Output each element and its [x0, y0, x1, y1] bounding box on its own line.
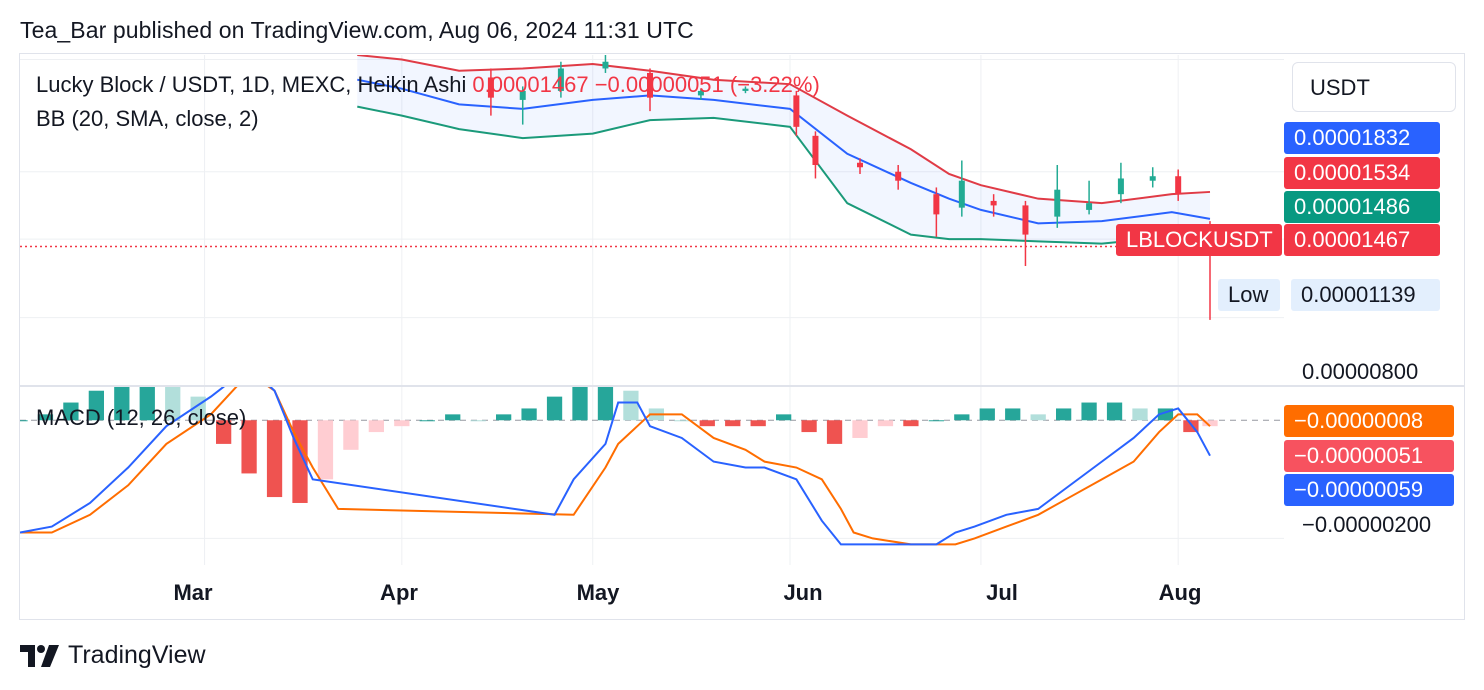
signal-line	[20, 387, 1211, 546]
macd-histogram-bar	[699, 420, 715, 427]
candle-body	[602, 61, 609, 69]
macd-histogram-bar	[88, 390, 104, 421]
macd-histogram-bar	[266, 420, 283, 498]
upper-band-price-tag: 0.00001832	[1284, 122, 1440, 154]
x-tick-apr: Apr	[380, 580, 418, 605]
candle-body	[519, 90, 526, 100]
candle-body	[487, 77, 494, 98]
macd-histogram-bar	[750, 420, 766, 427]
macd-histogram-bar	[20, 420, 28, 422]
macd-histogram-bar	[1056, 408, 1072, 421]
x-tick-may: May	[576, 580, 620, 605]
macd-histogram-bar	[37, 414, 54, 421]
macd-histogram-bar	[317, 420, 334, 480]
macd-tick-label: −0.00000200	[1302, 512, 1432, 537]
candle-body	[1117, 178, 1124, 195]
candle-body	[958, 180, 965, 208]
macd-histogram-bar	[368, 420, 384, 433]
macd-histogram-bar	[216, 420, 232, 444]
tradingview-logo-icon	[20, 644, 59, 667]
currency-selector[interactable]: USDT	[1292, 62, 1456, 112]
candle-body	[1149, 176, 1156, 181]
tradingview-logo[interactable]: TradingView	[20, 641, 206, 670]
macd-histogram-bar	[979, 408, 995, 421]
candle-body	[895, 171, 902, 181]
macd-histogram-bar	[470, 420, 486, 422]
macd-histogram-bar	[343, 420, 359, 450]
macd-histogram-bar	[292, 420, 308, 503]
macd-histogram-bar	[63, 402, 79, 421]
macd-histogram-bar	[1005, 408, 1021, 421]
macd-histogram-bar	[1030, 414, 1046, 421]
band-price-tag: 0.00001534	[1284, 157, 1440, 189]
bb-legend: BB (20, SMA, close, 2)	[36, 106, 259, 131]
macd-histogram-bar	[623, 390, 639, 421]
macd-histogram-bar	[725, 420, 741, 427]
macd-histogram-bar	[165, 387, 181, 421]
macd-histogram-bar	[114, 387, 130, 421]
macd-histogram-bar	[241, 420, 257, 474]
macd-histogram-bar	[852, 420, 868, 438]
x-tick-mar: Mar	[173, 580, 213, 605]
macd-legend: MACD (12, 26, close)	[36, 405, 247, 430]
candle-body	[1054, 189, 1061, 217]
macd-histogram-bar	[546, 396, 563, 421]
macd-histogram-bar	[1202, 420, 1218, 427]
symbol-legend-label: Lucky Block / USDT, 1D, MEXC, Heikin Ash…	[36, 72, 467, 97]
candle-body	[812, 135, 819, 165]
candle-body	[857, 162, 863, 168]
histogram-tag: −0.00000008	[1284, 405, 1454, 437]
x-tick-aug: Aug	[1158, 580, 1202, 605]
macd-line	[20, 387, 1211, 546]
bb-lower-line	[357, 105, 1211, 245]
symbol-legend: Lucky Block / USDT, 1D, MEXC, Heikin Ash…	[36, 72, 820, 98]
macd-histogram-bar	[597, 387, 614, 421]
macd-histogram-bar	[139, 387, 155, 421]
candle-body	[793, 95, 800, 127]
macd-histogram-bar	[877, 420, 894, 427]
candle-body	[1022, 205, 1029, 235]
low-label-tag: Low	[1218, 279, 1280, 311]
middle-band-price-tag: 0.00001486	[1284, 191, 1440, 223]
brand-name: TradingView	[68, 641, 206, 669]
low-value-tag: 0.00001139	[1291, 279, 1440, 311]
candle-body	[697, 90, 704, 96]
macd-histogram-bar	[445, 414, 461, 421]
x-tick-jul: Jul	[986, 580, 1018, 605]
signal-tag: −0.00000051	[1284, 440, 1454, 472]
macd-histogram-bar	[801, 420, 817, 433]
macd-histogram-bar	[1183, 420, 1199, 433]
symbol-name-tag: LBLOCKUSDT	[1116, 224, 1282, 256]
price-tick-label: 0.00000800	[1302, 359, 1419, 384]
macd-histogram-bar	[1106, 402, 1123, 421]
macd-histogram-bar	[1157, 408, 1174, 421]
macd-histogram-bar	[521, 408, 537, 421]
last-price-tag: 0.00001467	[1284, 224, 1440, 256]
x-tick-jun: Jun	[783, 580, 823, 605]
candle-body	[742, 88, 749, 91]
macd-histogram-bar	[394, 420, 410, 427]
candle-body	[990, 200, 997, 206]
macd-histogram-bar	[496, 414, 512, 421]
candle-body	[1175, 176, 1182, 195]
candle-body	[933, 194, 940, 215]
macd-histogram-bar	[903, 420, 919, 427]
macd-histogram-bar	[572, 387, 588, 421]
candle-body	[1086, 203, 1093, 210]
chart-frame[interactable]	[19, 53, 1465, 620]
macd-histogram-bar	[954, 414, 970, 421]
macd-histogram-bar	[826, 420, 843, 444]
ohlc-values: 0.00001467 −0.00000051 (−3.22%)	[472, 72, 820, 97]
macd-histogram-bar	[674, 420, 690, 422]
macd-histogram-bar	[1081, 402, 1097, 421]
macd-histogram-bar	[776, 414, 792, 421]
macd-histogram-bar	[928, 420, 944, 422]
candle-body	[647, 72, 653, 98]
macd-tag: −0.00000059	[1284, 474, 1454, 506]
publish-line: Tea_Bar published on TradingView.com, Au…	[20, 17, 694, 43]
macd-histogram-bar	[1132, 408, 1148, 421]
macd-histogram-bar	[419, 420, 435, 422]
candle-body	[557, 68, 564, 91]
